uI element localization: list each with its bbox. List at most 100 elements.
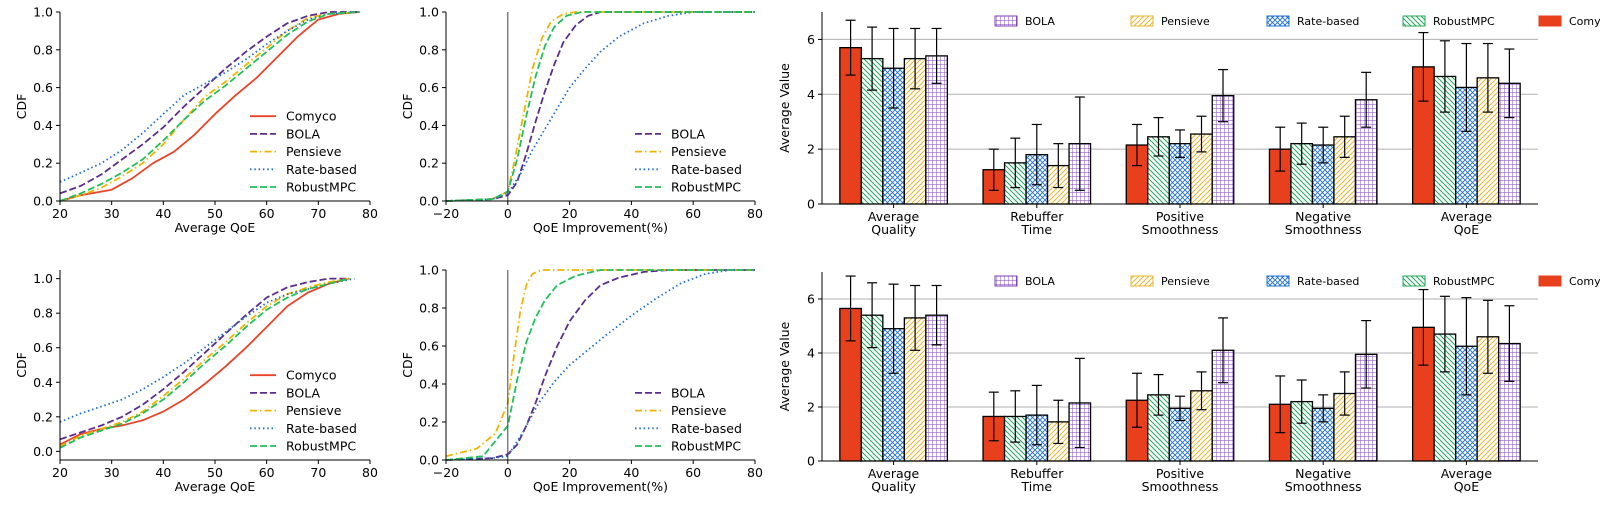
y-tick-label: 2: [807, 142, 815, 157]
category-label-line1: Average: [868, 209, 920, 224]
series-line-pensieve: [445, 11, 755, 202]
legend-label: Rate-based: [671, 421, 742, 436]
y-tick-label: 0.2: [419, 156, 439, 171]
category-label-line1: Rebuffer: [1010, 466, 1064, 481]
y-tick-label: 0.8: [33, 306, 53, 321]
y-tick-label: 0.4: [419, 118, 439, 133]
x-tick-label: 40: [155, 206, 171, 221]
cdf-improvement-bottom-panel: −20 0 20 40 60 80 0.0 0.2 0.4 0.6 0.8 1.0 QoE Improv…: [400, 263, 763, 495]
legend-label: Pensieve: [1161, 15, 1210, 28]
x-tick-label: 20: [562, 206, 578, 221]
legend-label: BOLA: [1025, 15, 1055, 28]
x-tick-label: 0: [504, 465, 512, 480]
series-line-robustmpc: [59, 277, 350, 449]
x-tick-label: 80: [747, 206, 763, 221]
legend-label: Rate-based: [1297, 275, 1359, 288]
x-tick-label: 60: [685, 206, 701, 221]
legend-label: Rate-based: [1297, 15, 1359, 28]
series-line-rate-based: [59, 11, 360, 183]
category-label-line1: Average: [868, 466, 920, 481]
legend-label: RobustMPC: [1433, 15, 1495, 28]
legend-label: RobustMPC: [671, 439, 741, 454]
legend-swatch: [1266, 15, 1290, 27]
y-tick-label: 1.0: [33, 5, 53, 20]
series-line-robustmpc: [445, 11, 755, 202]
legend-label: RobustMPC: [1433, 275, 1495, 288]
legend-label: Rate-based: [286, 162, 357, 177]
x-tick-label: −20: [433, 206, 459, 221]
category-label-line1: Negative: [1295, 209, 1351, 224]
legend-label: Pensieve: [671, 403, 727, 418]
category-label-line1: Average: [1441, 466, 1493, 481]
bar-metrics-top-panel: AverageQualityRebufferTimePositiveSmooth…: [777, 12, 1600, 237]
category-label-line1: Positive: [1156, 209, 1204, 224]
series-line-comyco: [59, 277, 350, 446]
category-label-line1: Rebuffer: [1010, 209, 1064, 224]
x-tick-label: 80: [362, 465, 378, 480]
legend-label: BOLA: [286, 385, 320, 400]
y-axis-title: CDF: [400, 94, 415, 120]
y-tick-label: 0.2: [33, 409, 53, 424]
series-line-bola: [445, 269, 755, 461]
category-label-line2: Smoothness: [1285, 222, 1362, 237]
x-tick-label: 70: [310, 465, 326, 480]
x-tick-label: 60: [259, 465, 275, 480]
y-tick-label: 0.8: [419, 301, 439, 316]
x-axis-title: QoE Improvement(%): [533, 220, 668, 235]
category-label-line2: Quality: [871, 222, 916, 237]
x-tick-label: 40: [623, 465, 639, 480]
cdf-qoe-top-panel: 20 30 40 50 60 70 80 0.0 0.2 0.4 0.6 0.8 1.0 Average …: [14, 5, 378, 236]
y-tick-label: 0.6: [419, 339, 439, 354]
y-tick-label: 0.2: [33, 156, 53, 171]
category-label-line1: Positive: [1156, 466, 1204, 481]
category-label-line2: Smoothness: [1285, 479, 1362, 494]
legend-label: BOLA: [671, 385, 705, 400]
legend-swatch: [994, 15, 1018, 27]
legend-label: BOLA: [286, 126, 320, 141]
legend-swatch: [994, 275, 1018, 287]
series-line-comyco: [59, 11, 360, 202]
x-axis-title: Average QoE: [175, 220, 256, 235]
x-tick-label: 80: [362, 206, 378, 221]
legend-label: Pensieve: [286, 403, 342, 418]
category-label-line2: Time: [1021, 479, 1053, 494]
x-axis-title: Average QoE: [175, 479, 256, 494]
y-tick-label: 0.4: [33, 118, 53, 133]
x-tick-label: 30: [104, 206, 120, 221]
x-tick-label: 70: [310, 206, 326, 221]
x-tick-label: 40: [623, 206, 639, 221]
y-tick-label: 0: [807, 454, 815, 469]
series-line-pensieve: [59, 11, 360, 202]
y-tick-label: 1.0: [419, 263, 439, 278]
y-tick-label: 0.2: [419, 415, 439, 430]
legend-label: Comyco: [286, 368, 336, 383]
legend-swatch: [1130, 15, 1154, 27]
y-tick-label: 0.0: [33, 444, 53, 459]
x-tick-label: 40: [155, 465, 171, 480]
legend-swatch: [1266, 275, 1290, 287]
x-tick-label: 60: [259, 206, 275, 221]
x-tick-label: 0: [504, 206, 512, 221]
legend-label: BOLA: [1025, 275, 1055, 288]
series-line-pensieve: [445, 269, 755, 458]
x-tick-label: 80: [747, 465, 763, 480]
y-axis-title: CDF: [400, 352, 415, 378]
y-axis-title: Average Value: [777, 321, 792, 411]
legend-swatch: [1402, 275, 1426, 287]
y-tick-label: 6: [807, 32, 815, 47]
y-tick-label: 0.6: [33, 340, 53, 355]
y-tick-label: 0.4: [33, 375, 53, 390]
y-tick-label: 6: [807, 292, 815, 307]
series-line-rate-based: [59, 277, 355, 423]
x-tick-label: 30: [104, 465, 120, 480]
y-tick-label: 4: [807, 346, 815, 361]
legend-swatch: [1130, 275, 1154, 287]
legend-swatch: [1538, 15, 1562, 27]
y-tick-label: 0.6: [33, 80, 53, 95]
series-line-robustmpc: [445, 269, 755, 461]
legend-swatch: [1402, 15, 1426, 27]
legend-label: Comyco: [286, 109, 336, 124]
x-tick-label: 20: [562, 465, 578, 480]
category-label-line1: Negative: [1295, 466, 1351, 481]
